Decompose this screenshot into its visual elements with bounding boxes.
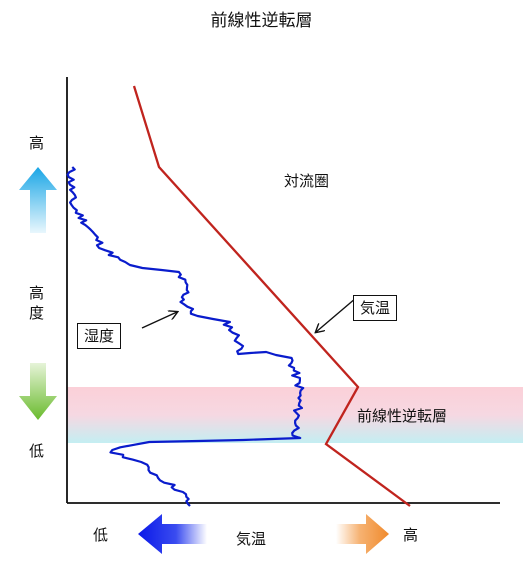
humidity-callout: 湿度 [77, 323, 122, 349]
x-right-arrow [336, 514, 389, 554]
temperature-callout: 気温 [353, 295, 398, 321]
y-axis-label-char-1: 高 [29, 284, 45, 302]
y-down-arrow [19, 363, 57, 420]
temperature-callout-pointer [316, 297, 357, 332]
humidity-line [66, 166, 305, 507]
y-axis-top-label: 高 [29, 134, 45, 152]
x-axis-title: 気温 [236, 530, 267, 548]
x-axis-low-label: 低 [93, 526, 109, 544]
y-axis-bottom-label: 低 [29, 442, 45, 460]
troposphere-label: 対流圏 [284, 172, 330, 190]
y-up-arrow [19, 167, 57, 233]
humidity-callout-pointer [141, 312, 177, 329]
x-left-arrow [138, 514, 207, 554]
inversion-band [67, 387, 523, 443]
inversion-layer-label: 前線性逆転層 [357, 407, 448, 425]
temperature-line [132, 85, 411, 507]
page-title: 前線性逆転層 [210, 11, 313, 31]
x-axis-high-label: 高 [403, 526, 419, 544]
y-axis-label-char-2: 度 [29, 304, 45, 322]
